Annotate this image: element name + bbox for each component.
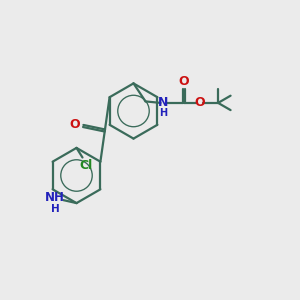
Text: H: H (50, 203, 59, 214)
Text: O: O (194, 95, 205, 109)
Text: NH: NH (45, 191, 65, 204)
Text: H: H (159, 107, 168, 118)
Text: Cl: Cl (80, 159, 93, 172)
Text: N: N (158, 95, 169, 109)
Text: O: O (69, 118, 80, 131)
Text: O: O (178, 75, 189, 88)
